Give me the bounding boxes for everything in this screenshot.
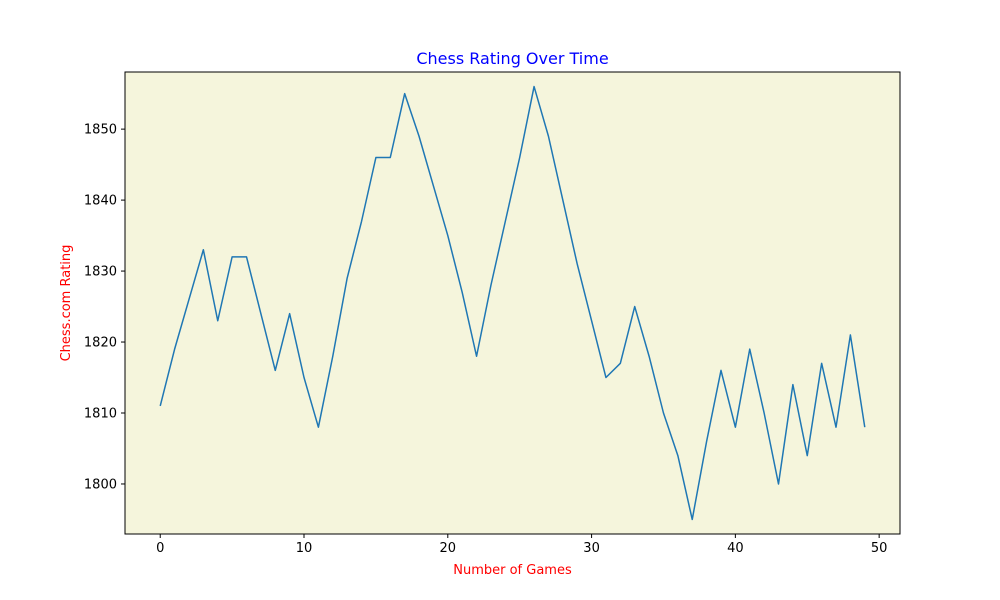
x-tick-label: 50: [871, 541, 888, 556]
x-tick-label: 40: [727, 541, 744, 556]
x-tick-label: 10: [296, 541, 313, 556]
y-tick-label: 1850: [84, 123, 117, 138]
plot-frame: [124, 71, 901, 535]
y-tick-label: 1800: [84, 477, 117, 492]
rating-line: [159, 85, 866, 521]
x-tick-label: 20: [440, 541, 457, 556]
chart-title: Chess Rating Over Time: [416, 49, 608, 68]
x-tick-label: 0: [156, 541, 164, 556]
y-tick-label: 1830: [84, 265, 117, 280]
y-axis-label: Chess.com Rating: [59, 245, 74, 362]
y-tick-label: 1820: [84, 336, 117, 351]
y-tick-label: 1810: [84, 407, 117, 422]
y-tick-label: 1840: [84, 194, 117, 209]
x-axis-label: Number of Games: [453, 563, 572, 578]
x-tick-label: 30: [583, 541, 600, 556]
plot-area: [125, 72, 900, 534]
